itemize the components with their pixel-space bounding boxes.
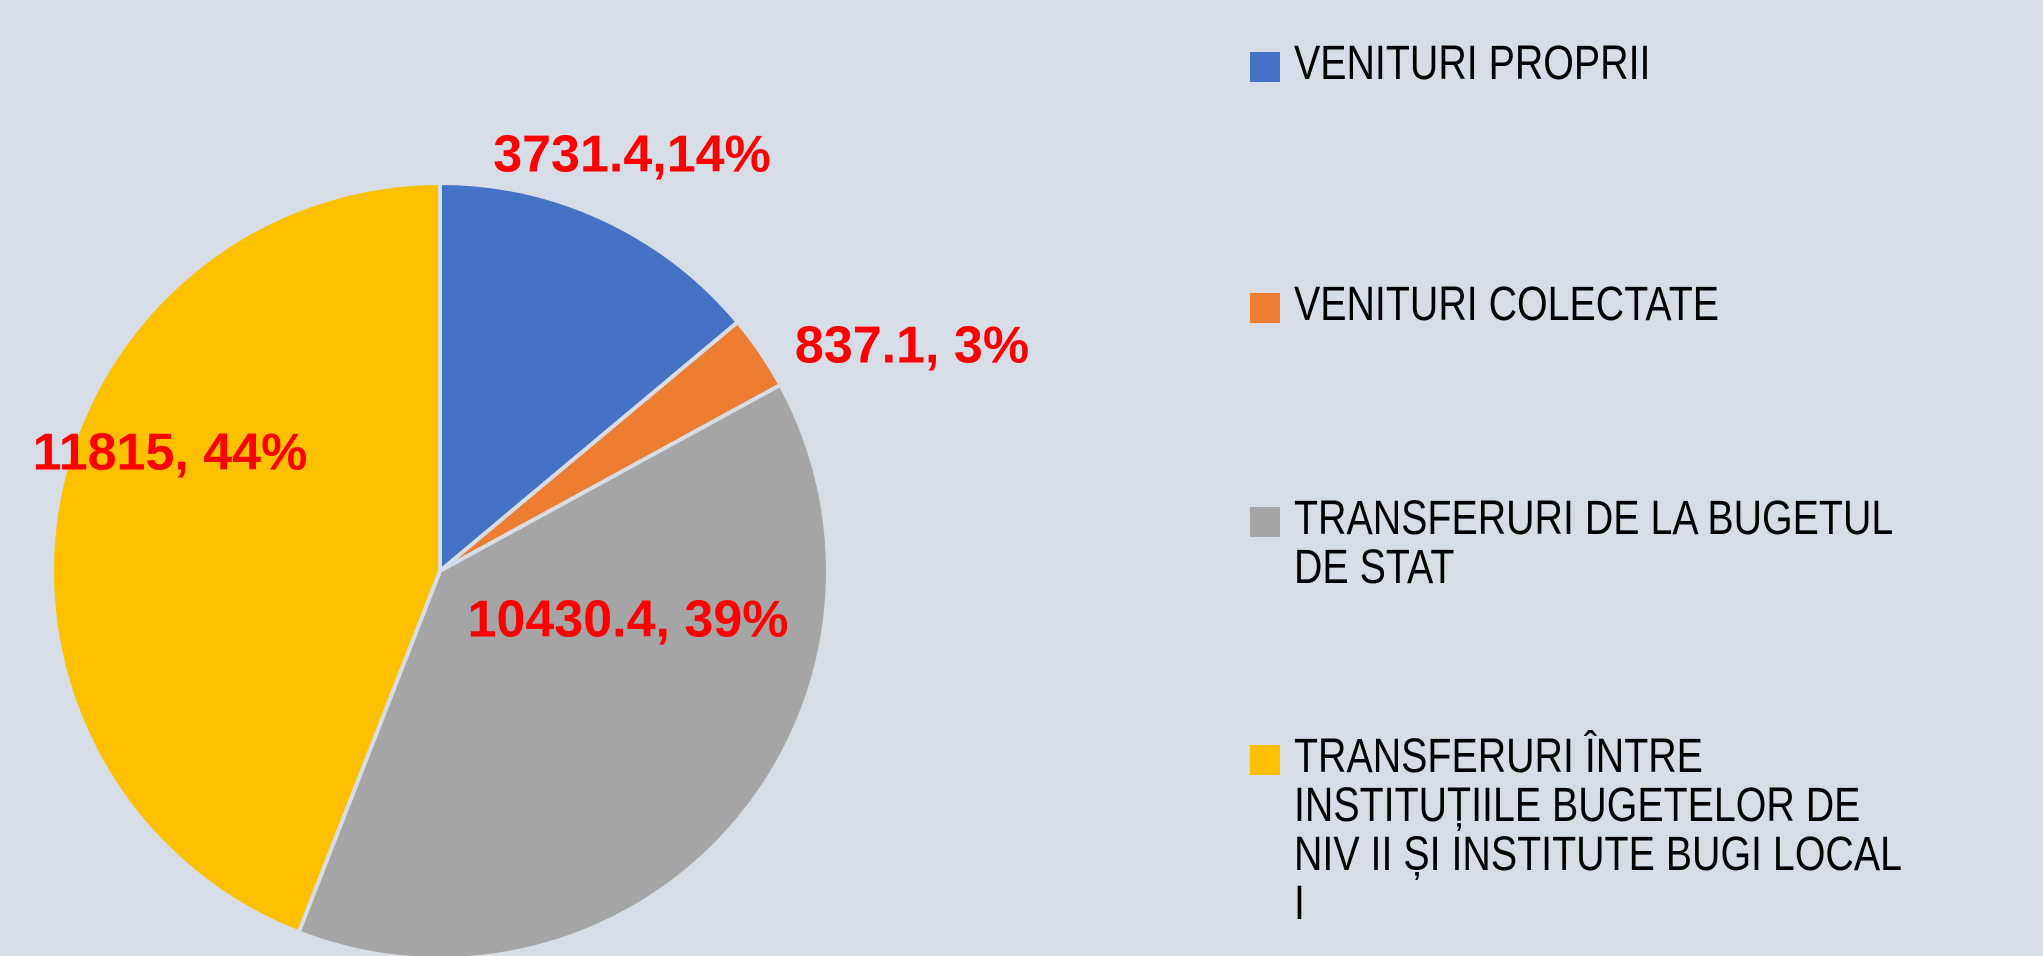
pie-slice [438, 180, 741, 576]
legend-entry: VENITURI PROPRII [1250, 37, 2040, 90]
legend-swatch [1250, 745, 1280, 775]
data-label: 837.1, 3% [795, 317, 1029, 375]
data-label: 11815, 44% [33, 424, 308, 482]
legend-label: VENITURI COLECTATE [1294, 278, 1719, 331]
legend-entry: TRANSFERURI DE LA BUGETUL DE STAT [1250, 492, 2040, 594]
legend-swatch [1250, 507, 1280, 537]
pie-slice [50, 180, 442, 935]
legend-entry: VENITURI COLECTATE [1250, 278, 2040, 331]
legend-entry: TRANSFERURI ÎNTRE INSTITUȚIILE BUGETELOR… [1250, 730, 2040, 930]
legend-label: TRANSFERURI DE LA BUGETUL DE STAT [1294, 492, 1892, 594]
data-label: 10430.4, 39% [468, 591, 789, 649]
legend-label: TRANSFERURI ÎNTRE INSTITUȚIILE BUGETELOR… [1294, 730, 1901, 930]
pie-slice [296, 382, 830, 956]
data-label: 3731.4,14% [493, 126, 771, 184]
legend-swatch [1250, 52, 1280, 82]
legend-swatch [1250, 293, 1280, 323]
legend-label: VENITURI PROPRII [1294, 37, 1651, 90]
